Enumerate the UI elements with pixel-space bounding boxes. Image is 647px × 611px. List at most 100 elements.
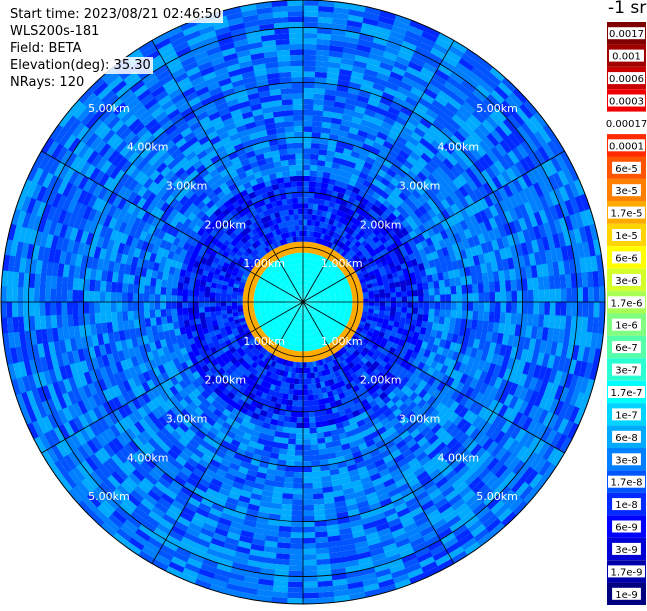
range-gate-cell: [413, 302, 419, 309]
range-gate-cell: [280, 509, 292, 516]
range-gate-cell: [199, 307, 205, 313]
range-gate-cell: [302, 461, 311, 467]
range-gate-cell: [302, 593, 319, 599]
range-gate-cell: [72, 301, 78, 314]
range-gate-cell: [204, 307, 210, 313]
range-gate-cell: [204, 302, 210, 308]
range-gate-cell: [248, 299, 254, 302]
range-gate-cell: [311, 383, 316, 389]
range-gate-cell: [489, 292, 495, 303]
range-gate-cell: [302, 516, 314, 522]
range-gate-cell: [543, 276, 550, 290]
range-gate-cell: [308, 203, 314, 209]
range-gate-cell: [312, 394, 318, 400]
range-gate-cell: [312, 477, 322, 483]
range-gate-cell: [310, 159, 318, 165]
range-gate-cell: [199, 296, 205, 302]
range-gate-cell: [287, 587, 303, 593]
range-gate-cell: [314, 94, 326, 100]
range-gate-cell: [89, 312, 95, 324]
range-gate-cell: [532, 277, 538, 291]
range-gate-cell: [302, 456, 311, 462]
range-gate-cell: [489, 312, 495, 323]
range-gate-cell: [396, 292, 402, 298]
range-gate-cell: [300, 351, 303, 357]
range-gate-cell: [232, 305, 238, 309]
range-gate-cell: [298, 384, 303, 390]
range-gate-cell: [418, 296, 424, 303]
range-gate-cell: [363, 302, 369, 306]
range-gate-cell: [445, 310, 451, 319]
range-gate-cell: [317, 160, 326, 167]
range-gate-cell: [302, 543, 316, 549]
range-gate-cell: [172, 315, 178, 323]
range-gate-cell: [533, 302, 539, 315]
range-gate-cell: [303, 137, 312, 143]
range-gate-cell: [280, 504, 292, 510]
range-gate-cell: [45, 301, 51, 316]
range-gate-cell: [155, 301, 161, 309]
range-gate-cell: [311, 143, 320, 149]
range-gate-cell: [303, 231, 307, 237]
range-gate-cell: [380, 293, 386, 298]
range-gate-cell: [538, 314, 545, 328]
range-gate-cell: [294, 456, 303, 462]
range-gate-cell: [374, 290, 380, 295]
range-gate-cell: [363, 295, 369, 299]
range-gate-cell: [302, 472, 312, 478]
range-gate-cell: [122, 311, 128, 321]
range-gate-cell: [138, 301, 144, 310]
range-gate-cell: [293, 472, 303, 478]
range-gate-cell: [61, 288, 67, 302]
range-gate-cell: [594, 287, 600, 304]
range-gate-cell: [308, 395, 314, 401]
range-gate-cell: [297, 401, 303, 407]
range-gate-cell: [283, 477, 294, 483]
range-gate-cell: [440, 309, 446, 317]
range-gate-cell: [303, 395, 309, 401]
range-gate-cell: [424, 302, 430, 309]
range-gate-cell: [45, 314, 52, 329]
range-gate-cell: [478, 311, 484, 322]
range-gate-cell: [450, 286, 456, 295]
range-gate-cell: [303, 412, 310, 418]
range-gate-cell: [56, 288, 62, 302]
range-gate-cell: [577, 302, 583, 318]
range-gate-cell: [313, 400, 319, 406]
range-gate-cell: [45, 288, 51, 303]
range-gate-cell: [588, 302, 594, 318]
range-gate-cell: [380, 302, 386, 307]
range-gate-cell: [303, 214, 308, 220]
range-gate-cell: [303, 236, 307, 242]
range-gate-cell: [292, 494, 303, 500]
range-gate-cell: [302, 439, 310, 445]
range-gate-cell: [314, 531, 328, 537]
range-gate-cell: [303, 401, 309, 407]
range-gate-cell: [155, 294, 161, 302]
range-gate-cell: [599, 286, 605, 303]
range-gate-cell: [599, 302, 605, 319]
range-gate-cell: [369, 295, 375, 299]
range-gate-cell: [566, 302, 572, 317]
range-gate-cell: [293, 389, 299, 395]
range-gate-cell: [446, 294, 452, 302]
range-gate-cell: [422, 282, 428, 290]
range-gate-cell: [303, 126, 313, 132]
range-gate-cell: [116, 292, 122, 303]
range-gate-cell: [300, 357, 303, 363]
range-gate-cell: [352, 296, 358, 299]
range-gate-cell: [495, 292, 501, 303]
range-gate-cell: [216, 310, 222, 315]
range-gate-cell: [412, 290, 418, 297]
range-gate-cell: [303, 198, 309, 204]
range-gate-cell: [303, 159, 311, 165]
range-gate-cell: [550, 302, 556, 316]
range-gate-cell: [313, 504, 325, 510]
range-gate-cell: [288, 439, 296, 445]
range-gate-cell: [303, 428, 310, 434]
range-gate-cell: [505, 313, 511, 325]
range-gate-cell: [303, 88, 315, 94]
range-gate-cell: [105, 301, 111, 312]
range-gate-cell: [199, 312, 205, 318]
range-gate-cell: [307, 389, 313, 395]
